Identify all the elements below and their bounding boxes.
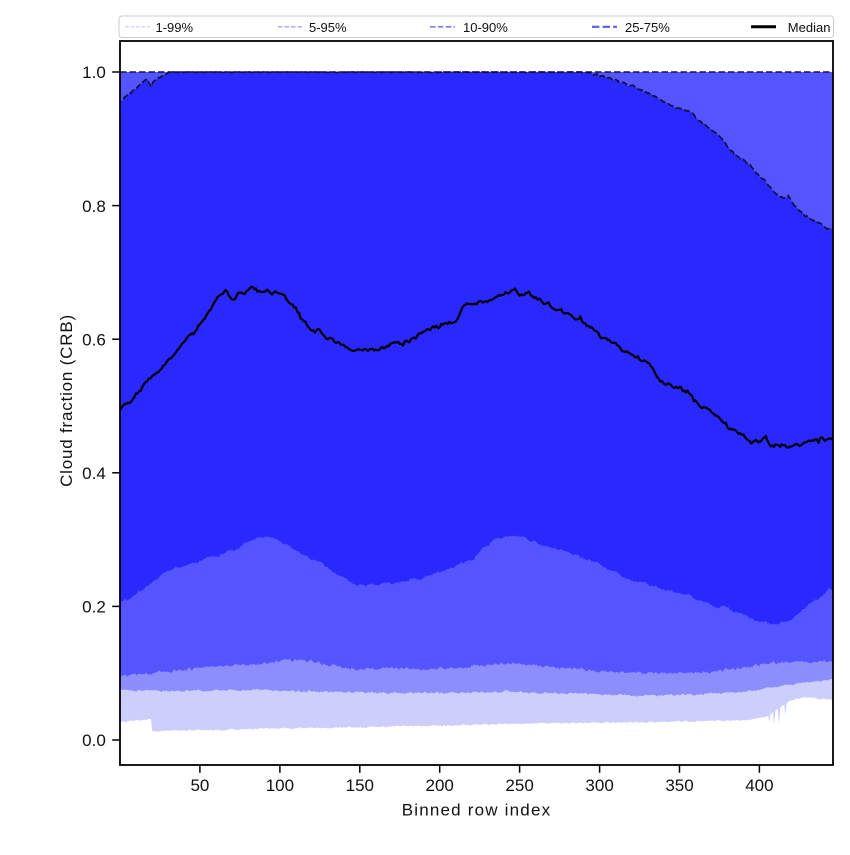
svg-text:1.0: 1.0 [82,63,106,82]
svg-text:250: 250 [505,776,533,795]
svg-text:200: 200 [426,776,454,795]
svg-text:150: 150 [346,776,374,795]
svg-text:1-99%: 1-99% [156,20,194,35]
svg-text:0.4: 0.4 [82,464,106,483]
svg-text:25-75%: 25-75% [625,20,670,35]
svg-text:0.8: 0.8 [82,197,106,216]
svg-text:10-90%: 10-90% [463,20,508,35]
svg-text:Cloud fraction (CRB): Cloud fraction (CRB) [57,314,76,487]
svg-text:100: 100 [266,776,294,795]
svg-text:Median: Median [788,20,831,35]
svg-text:5-95%: 5-95% [309,20,347,35]
svg-text:0.0: 0.0 [82,731,106,750]
svg-text:400: 400 [745,776,773,795]
svg-text:Binned row index: Binned row index [402,801,552,820]
svg-text:0.2: 0.2 [82,598,106,617]
svg-text:50: 50 [190,776,209,795]
svg-text:350: 350 [665,776,693,795]
svg-text:300: 300 [585,776,613,795]
svg-text:0.6: 0.6 [82,330,106,349]
